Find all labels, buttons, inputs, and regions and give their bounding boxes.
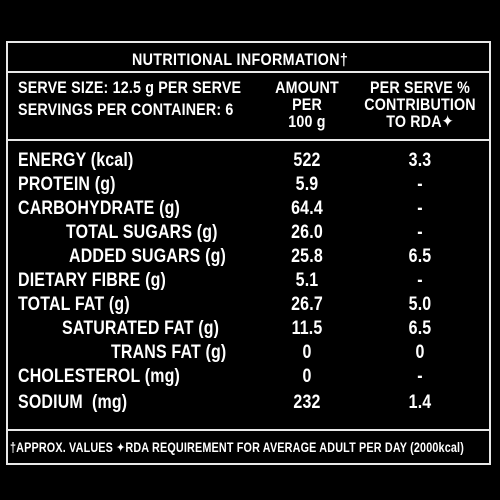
row-rda-protein: - — [417, 174, 423, 195]
row-amount-sodium: 232 — [293, 392, 321, 413]
row-amount-energy: 522 — [293, 150, 321, 171]
row-label-sodium: SODIUM (mg) — [18, 392, 128, 413]
nutrition-panel — [6, 41, 491, 465]
row-amount-total-fat: 26.7 — [291, 294, 323, 315]
footnote: †APPROX. VALUES ✦RDA REQUIREMENT FOR AVE… — [10, 440, 464, 455]
title-mark: † — [339, 50, 349, 69]
row-label-total-fat: TOTAL FAT (g) — [18, 294, 130, 315]
row-label-cholesterol: CHOLESTEROL (mg) — [18, 366, 181, 387]
row-rda-energy: 3.3 — [408, 150, 432, 171]
row-amount-protein: 5.9 — [295, 174, 319, 195]
row-label-carbohydrate: CARBOHYDRATE (g) — [18, 198, 180, 219]
row-rda-trans-fat: 0 — [415, 342, 425, 363]
row-amount-cholesterol: 0 — [302, 366, 312, 387]
row-label-dietary-fibre: DIETARY FIBRE (g) — [18, 270, 166, 291]
row-label-total-sugars: TOTAL SUGARS (g) — [66, 222, 218, 243]
title-text: NUTRITIONAL INFORMATION — [132, 50, 340, 69]
row-amount-saturated-fat: 11.5 — [291, 318, 323, 339]
rda-header-line1: PER SERVE % — [369, 78, 470, 97]
serve-size-text: SERVE SIZE: 12.5 g PER SERVE — [18, 78, 242, 97]
row-amount-carbohydrate: 64.4 — [291, 198, 323, 219]
row-rda-saturated-fat: 6.5 — [408, 318, 432, 339]
row-rda-dietary-fibre: - — [417, 270, 423, 291]
amount-header-line1: AMOUNT — [275, 78, 339, 97]
panel-title: NUTRITIONAL INFORMATION† — [132, 50, 348, 70]
row-amount-trans-fat: 0 — [302, 342, 312, 363]
row-amount-added-sugars: 25.8 — [291, 246, 323, 267]
row-rda-cholesterol: - — [417, 366, 423, 387]
row-label-added-sugars: ADDED SUGARS (g) — [69, 246, 226, 267]
row-rda-total-sugars: - — [417, 222, 423, 243]
row-rda-carbohydrate: - — [417, 198, 423, 219]
row-rda-total-fat: 5.0 — [408, 294, 432, 315]
row-amount-total-sugars: 26.0 — [291, 222, 323, 243]
servings-per-container-text: SERVINGS PER CONTAINER: 6 — [18, 100, 234, 119]
header-divider — [6, 139, 491, 141]
row-label-energy: ENERGY (kcal) — [18, 150, 134, 171]
footer-divider — [6, 429, 491, 431]
amount-header-line3: 100 g — [288, 112, 326, 131]
row-label-trans-fat: TRANS FAT (g) — [111, 342, 227, 363]
row-amount-dietary-fibre: 5.1 — [295, 270, 319, 291]
row-rda-added-sugars: 6.5 — [408, 246, 432, 267]
row-rda-sodium: 1.4 — [408, 392, 432, 413]
title-divider — [6, 71, 491, 73]
rda-header-line2: CONTRIBUTION — [364, 95, 476, 114]
row-label-saturated-fat: SATURATED FAT (g) — [62, 318, 220, 339]
rda-header-line3: TO RDA✦ — [386, 112, 454, 131]
amount-header-line2: PER — [292, 95, 322, 114]
row-label-protein: PROTEIN (g) — [18, 174, 116, 195]
